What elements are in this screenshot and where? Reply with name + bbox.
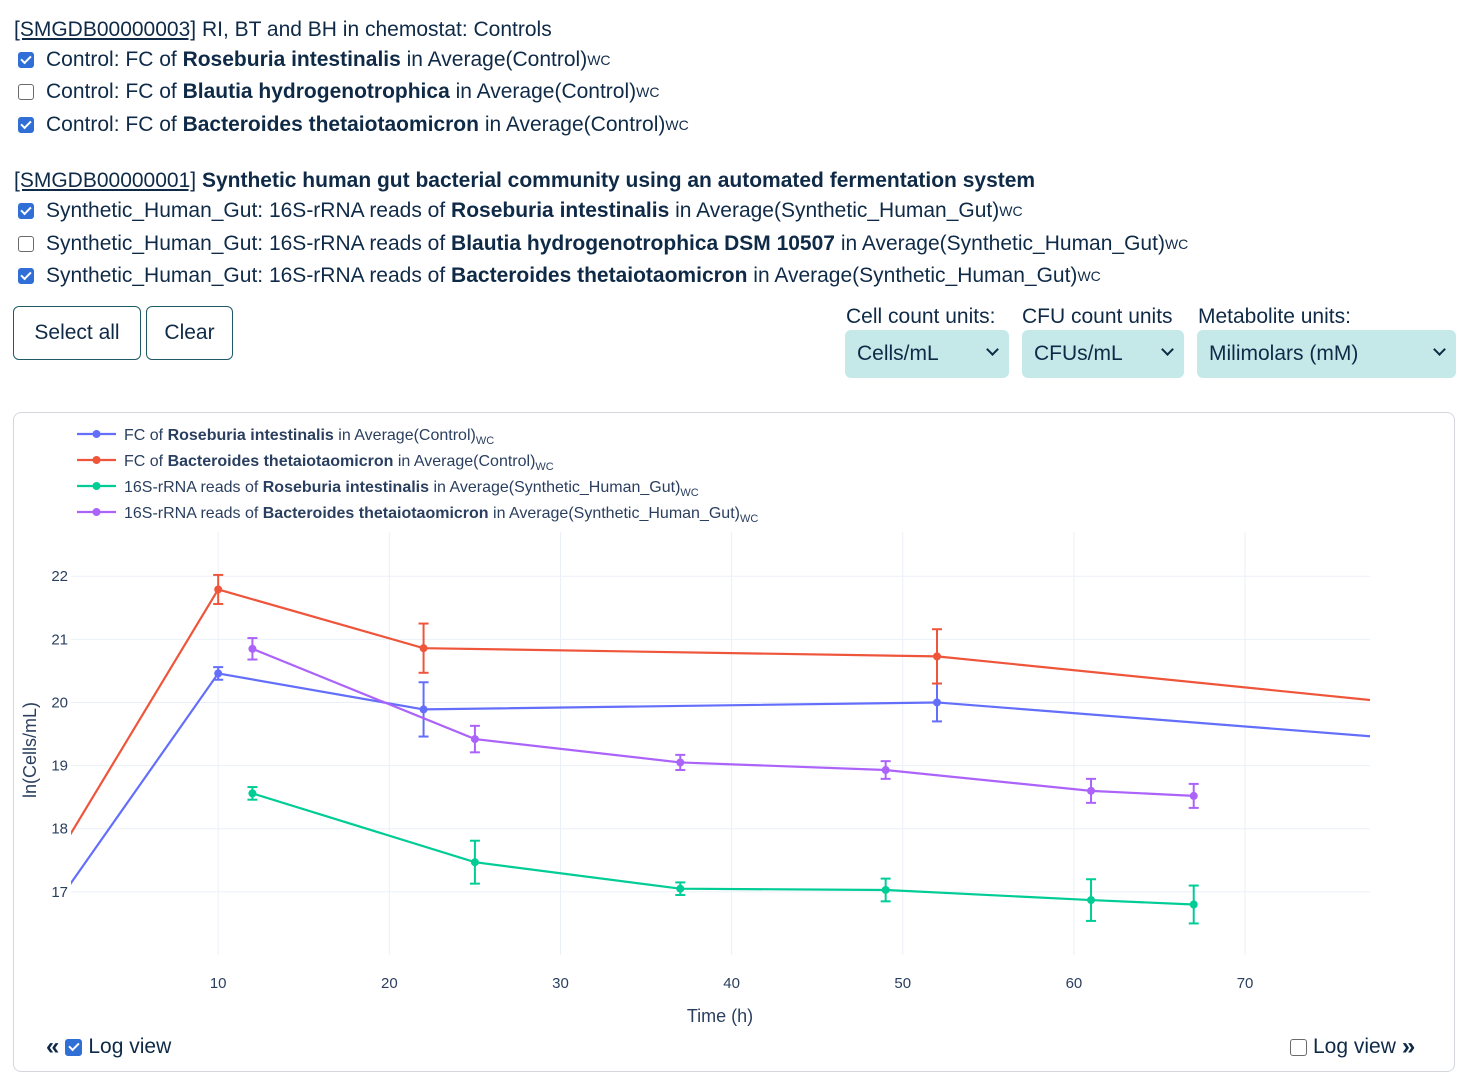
- selected-value: Milimolars (mM): [1209, 342, 1359, 365]
- log-view-checkbox[interactable]: [1290, 1038, 1307, 1056]
- organism-name: Roseburia intestinalis: [182, 48, 401, 71]
- series-checkbox[interactable]: [18, 236, 34, 252]
- series-prefix: Control: FC of: [46, 80, 177, 103]
- series-subscript: WC: [636, 84, 660, 100]
- metabolite-units-select[interactable]: Milimolars (mM): [1197, 330, 1456, 378]
- double-chevron-right-icon[interactable]: »: [1401, 1033, 1416, 1060]
- study-id-link[interactable]: [SMGDB00000003]: [14, 18, 197, 41]
- log-view-label: Log view: [88, 1035, 172, 1058]
- series-suffix: in Average(Control): [484, 113, 666, 136]
- series-subscript: WC: [587, 52, 611, 68]
- chevron-down-icon: [1161, 343, 1174, 356]
- selected-value: CFUs/mL: [1034, 342, 1123, 365]
- series-option[interactable]: Synthetic_Human_Gut: 16S-rRNA reads of B…: [18, 232, 1188, 256]
- selected-value: Cells/mL: [857, 342, 939, 365]
- series-suffix: in Average(Synthetic_Human_Gut): [675, 199, 1000, 222]
- study-name: RI, BT and BH in chemostat: Controls: [201, 18, 552, 41]
- cell-count-units-label: Cell count units:: [846, 305, 996, 328]
- series-prefix: Synthetic_Human_Gut: 16S-rRNA reads of: [46, 199, 446, 222]
- chart-card: [13, 412, 1455, 1072]
- metabolite-units-label: Metabolite units:: [1198, 305, 1351, 328]
- series-subscript: WC: [1077, 268, 1101, 284]
- series-checkbox[interactable]: [18, 203, 34, 219]
- series-option[interactable]: Control: FC of Roseburia intestinalis in…: [18, 48, 611, 72]
- series-suffix: in Average(Control): [406, 48, 588, 71]
- series-prefix: Control: FC of: [46, 113, 177, 136]
- series-prefix: Synthetic_Human_Gut: 16S-rRNA reads of: [46, 264, 446, 287]
- log-view-checkbox[interactable]: [65, 1038, 83, 1056]
- organism-name: Bacteroides thetaiotaomicron: [182, 113, 479, 136]
- series-subscript: WC: [1164, 236, 1189, 252]
- organism-name: Blautia hydrogenotrophica DSM 10507: [451, 232, 835, 255]
- select-all-button[interactable]: Select all: [13, 306, 141, 360]
- organism-name: Blautia hydrogenotrophica: [182, 80, 450, 103]
- cfu-count-units-select[interactable]: CFUs/mL: [1022, 330, 1184, 378]
- study-title-1: [SMGDB00000003] RI, BT and BH in chemost…: [14, 18, 552, 42]
- series-suffix: in Average(Synthetic_Human_Gut): [840, 232, 1165, 255]
- cell-count-units-select[interactable]: Cells/mL: [845, 330, 1009, 378]
- series-subscript: WC: [665, 117, 689, 133]
- series-subscript: WC: [999, 203, 1023, 219]
- series-option[interactable]: Control: FC of Blautia hydrogenotrophica…: [18, 80, 659, 104]
- series-option[interactable]: Synthetic_Human_Gut: 16S-rRNA reads of B…: [18, 264, 1101, 288]
- series-checkbox[interactable]: [18, 52, 34, 68]
- series-suffix: in Average(Control): [455, 80, 637, 103]
- series-prefix: Control: FC of: [46, 48, 177, 71]
- cfu-count-units-label: CFU count units: [1022, 305, 1173, 328]
- chevron-down-icon: [986, 343, 999, 356]
- study-title-2: [SMGDB00000001] Synthetic human gut bact…: [14, 169, 1035, 193]
- series-option[interactable]: Synthetic_Human_Gut: 16S-rRNA reads of R…: [18, 199, 1023, 223]
- organism-name: Roseburia intestinalis: [451, 199, 670, 222]
- study-name: Synthetic human gut bacterial community …: [201, 169, 1036, 192]
- study-id-link[interactable]: [SMGDB00000001]: [14, 169, 197, 192]
- series-checkbox[interactable]: [18, 117, 34, 133]
- log-view-left[interactable]: « Log view: [46, 1033, 171, 1061]
- organism-name: Bacteroides thetaiotaomicron: [451, 264, 748, 287]
- series-suffix: in Average(Synthetic_Human_Gut): [753, 264, 1078, 287]
- log-view-right[interactable]: Log view »: [1290, 1033, 1415, 1061]
- series-option[interactable]: Control: FC of Bacteroides thetaiotaomic…: [18, 113, 689, 137]
- chevron-down-icon: [1433, 343, 1446, 356]
- series-checkbox[interactable]: [18, 268, 34, 284]
- double-chevron-left-icon[interactable]: «: [46, 1033, 60, 1060]
- series-checkbox[interactable]: [18, 84, 34, 100]
- log-view-label: Log view: [1313, 1035, 1396, 1058]
- series-prefix: Synthetic_Human_Gut: 16S-rRNA reads of: [46, 232, 446, 255]
- clear-button[interactable]: Clear: [146, 306, 233, 360]
